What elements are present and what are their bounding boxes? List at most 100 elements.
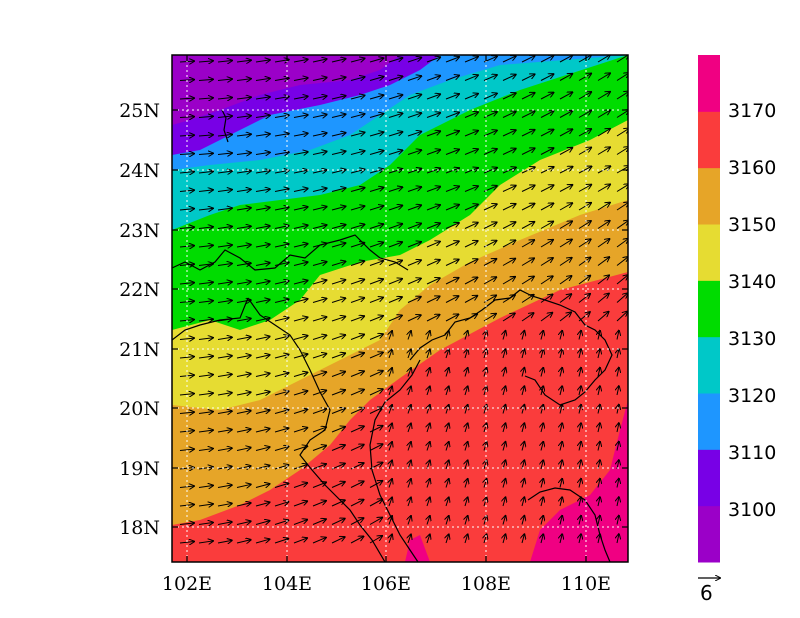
wind-arrow: [198, 171, 213, 173]
wind-arrow: [617, 349, 619, 359]
wind-arrow: [540, 240, 553, 248]
wind-arrow: [541, 516, 543, 525]
wind-arrow: [274, 428, 288, 433]
wind-arrow: [521, 240, 534, 248]
wind-arrow: [617, 479, 619, 488]
colorbar-label: 3160: [728, 157, 776, 179]
wind-arrow: [331, 390, 345, 396]
wind-arrow: [617, 516, 619, 525]
wind-arrow: [579, 405, 581, 414]
wind-arrow: [255, 373, 270, 376]
wind-arrow: [407, 187, 421, 192]
wind-arrow: [236, 97, 251, 99]
wind-arrow: [522, 405, 524, 414]
wind-arrow: [217, 503, 232, 506]
wind-arrow: [179, 523, 194, 524]
wind-arrow: [255, 207, 270, 210]
wind-arrow: [274, 502, 288, 507]
wind-arrow: [616, 129, 628, 137]
wind-arrow: [597, 221, 610, 229]
wind-arrow: [350, 151, 365, 155]
wind-arrow: [559, 312, 571, 322]
colorbar-label: 3140: [728, 271, 776, 293]
wind-arrow: [274, 189, 289, 192]
wind-arrow: [427, 516, 430, 525]
wind-arrow: [198, 282, 213, 284]
wind-arrow: [426, 296, 440, 303]
wind-arrow: [522, 479, 524, 488]
wind-arrow: [464, 131, 478, 137]
wind-arrow: [369, 444, 383, 451]
wind-arrow: [540, 203, 553, 211]
wind-arrow: [369, 206, 383, 211]
wind-arrow: [579, 349, 581, 359]
wind-arrow: [445, 112, 459, 118]
wind-arrow: [464, 112, 478, 118]
wind-arrow: [597, 275, 609, 285]
wind-arrow: [293, 391, 307, 396]
wind-arrow: [521, 56, 535, 63]
fill-above-3170: [530, 400, 628, 562]
wind-arrow: [236, 226, 251, 228]
wind-arrow: [331, 445, 345, 451]
wind-arrow: [484, 497, 487, 507]
wind-arrow: [465, 386, 468, 396]
wind-arrow: [503, 423, 505, 433]
wind-arrow: [597, 166, 610, 174]
wind-arrow: [446, 516, 449, 525]
wind-arrow: [521, 277, 534, 285]
wind-arrow: [464, 277, 477, 285]
wind-arrow: [217, 430, 232, 432]
wind-arrow: [540, 222, 553, 229]
wind-arrow: [198, 449, 213, 451]
lat-label: 21N: [119, 339, 160, 361]
wind-arrow: [427, 368, 430, 377]
wind-arrow: [293, 262, 308, 265]
wind-arrow: [465, 442, 468, 451]
wind-arrow: [559, 276, 571, 285]
wind-arrow: [388, 150, 402, 155]
wind-arrow: [179, 154, 194, 155]
wind-arrow: [426, 315, 440, 322]
wind-arrow: [465, 460, 468, 470]
wind-arrow: [560, 386, 562, 396]
wind-arrow: [579, 460, 581, 470]
colorbar-segment: [698, 55, 720, 112]
wind-arrow: [217, 467, 232, 469]
wind-arrow: [217, 208, 232, 210]
wind-arrow: [369, 536, 382, 544]
wind-arrow: [616, 275, 628, 285]
wind-arrow: [255, 484, 270, 488]
wind-arrow: [388, 224, 402, 229]
wind-arrow: [312, 335, 326, 340]
wind-arrow: [578, 221, 591, 229]
wind-arrow: [388, 187, 402, 192]
wind-arrow: [274, 97, 289, 99]
wind-arrow: [521, 204, 534, 211]
wind-arrow: [521, 222, 534, 229]
wind-arrow: [274, 170, 289, 173]
wind-arrow: [293, 428, 307, 433]
wind-arrow: [503, 497, 505, 507]
wind-arrow: [217, 485, 232, 488]
wind-arrow: [617, 497, 619, 507]
wind-arrow: [540, 185, 553, 192]
colorbar-segment: [698, 393, 720, 450]
wind-arrow: [217, 448, 232, 450]
wind-arrow: [464, 75, 478, 81]
wind-arrow: [540, 130, 553, 137]
wind-arrow: [255, 318, 270, 321]
wind-arrow: [293, 170, 308, 173]
lon-label: 104E: [262, 573, 312, 595]
wind-arrow: [445, 186, 459, 192]
wind-arrow: [464, 57, 478, 63]
wind-arrow: [426, 278, 440, 285]
wind-arrow: [350, 114, 365, 118]
wind-arrow: [502, 149, 516, 155]
wind-arrow: [331, 151, 346, 154]
wind-arrow: [484, 331, 487, 340]
wind-arrow: [464, 204, 478, 211]
wind-arrow: [312, 372, 326, 377]
wind-arrow: [331, 225, 345, 229]
wind-arrow: [446, 386, 449, 396]
